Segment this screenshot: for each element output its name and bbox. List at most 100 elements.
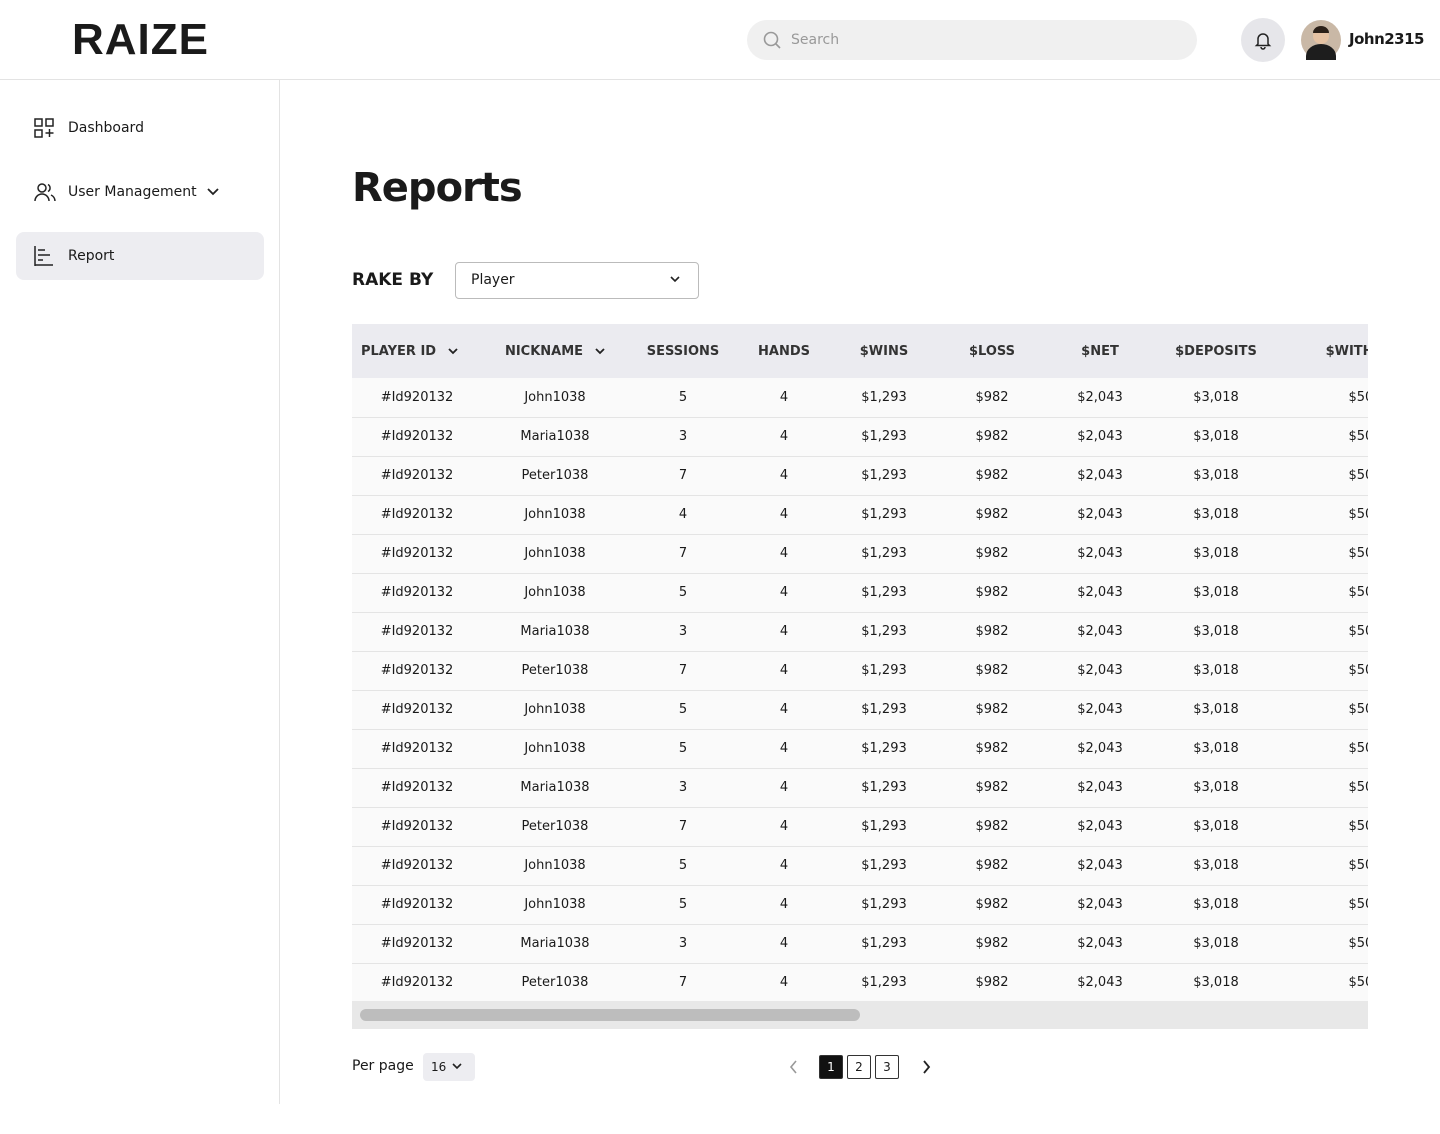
table-cell: $982 [938,495,1046,535]
column-header[interactable]: PLAYER ID [352,324,482,378]
table-cell: $3,018 [1154,846,1278,886]
table-cell: $982 [938,612,1046,652]
next-page[interactable] [921,1060,931,1074]
table-cell: $1,293 [830,690,938,730]
table-cell: $3,018 [1154,378,1278,418]
table-cell: Peter1038 [482,807,628,847]
search-icon [763,31,781,49]
table-cell: $501 [1278,378,1368,418]
table-body: #Id920132 John1038 5 4 $1,293 $982 $2,043 $3,01… [352,378,1368,1003]
table-cell: 4 [738,846,830,886]
table-cell: $501 [1278,885,1368,925]
nav-label: Dashboard [68,120,144,136]
table-cell: $982 [938,573,1046,613]
chevron [670,276,680,283]
scrollbar[interactable] [352,1001,1368,1029]
table-cell: #Id920132 [352,924,482,964]
column-header-text: $LOSS [968,343,1016,359]
table-cell: #Id920132 [352,378,482,418]
table-cell: 4 [738,456,830,496]
table-cell: $982 [938,378,1046,418]
table-cell: 4 [738,924,830,964]
table-row: #Id920132 Maria1038 3 4 $1,293 $982 $2,043 $3,0… [352,612,1368,652]
logo[interactable]: RAIZE [72,15,209,64]
prev-page[interactable] [789,1060,799,1074]
table-cell: #Id920132 [352,495,482,535]
table-cell: $3,018 [1154,885,1278,925]
table-cell: $982 [938,729,1046,769]
table-cell: $501 [1278,690,1368,730]
column-header-text: PLAYER ID [361,343,437,359]
page-button[interactable]: 1 [819,1055,843,1079]
rake-by-label: RAKE BY [352,270,434,290]
table-cell: $1,293 [830,534,938,574]
column-header: $LOSS [938,324,1046,378]
table-cell: $982 [938,417,1046,457]
sort-icon[interactable] [595,347,605,355]
table-cell: 3 [628,768,738,808]
table-cell: 4 [738,495,830,535]
table-cell: $2,043 [1046,729,1154,769]
per-page-value: 16 [431,1060,447,1074]
column-header: SESSIONS [628,324,738,378]
top-bar: RAIZE Search John2315 [0,0,1440,80]
table-cell: $1,293 [830,768,938,808]
table-cell: $501 [1278,417,1368,457]
table-cell: 7 [628,456,738,496]
nav-item[interactable]: Dashboard [16,104,264,152]
nav-item[interactable]: Report [16,232,264,280]
table-cell: $982 [938,924,1046,964]
rake-by-select[interactable]: Player [455,262,699,299]
table-cell: John1038 [482,885,628,925]
table-cell: 4 [738,651,830,691]
table-cell: 3 [628,417,738,457]
table-cell: John1038 [482,534,628,574]
table-cell: $501 [1278,456,1368,496]
table-cell: $2,043 [1046,690,1154,730]
table-cell: 4 [738,729,830,769]
avatar[interactable] [1301,20,1341,60]
table-row: #Id920132 Maria1038 3 4 $1,293 $982 $2,043 $3,0… [352,768,1368,808]
table-row: #Id920132 Peter1038 7 4 $1,293 $982 $2,043 $3,0… [352,963,1368,1003]
table-cell: 5 [628,885,738,925]
column-header: $WINS [830,324,938,378]
table-cell: $3,018 [1154,963,1278,1003]
per-page-select[interactable]: 16 [423,1053,475,1081]
nav-item[interactable]: User Management [16,168,264,216]
table-row: #Id920132 Maria1038 3 4 $1,293 $982 $2,043 $3,0… [352,417,1368,457]
table-cell: $2,043 [1046,456,1154,496]
table-cell: John1038 [482,690,628,730]
users-icon [34,183,56,202]
table-cell: John1038 [482,378,628,418]
table-cell: $2,043 [1046,651,1154,691]
chevron [207,188,219,196]
column-header[interactable]: NICKNAME [482,324,628,378]
table-cell: $2,043 [1046,924,1154,964]
page-button[interactable]: 3 [875,1055,899,1079]
table-row: #Id920132 John1038 4 4 $1,293 $982 $2,043 $3,01… [352,495,1368,535]
page-button[interactable]: 2 [847,1055,871,1079]
table-cell: 4 [738,573,830,613]
table-cell: $501 [1278,963,1368,1003]
table-cell: $1,293 [830,456,938,496]
search-box[interactable]: Search [747,20,1197,60]
column-header-text: HANDS [758,343,810,359]
table-cell: 4 [738,612,830,652]
column-header: $DEPOSITS [1154,324,1278,378]
table-cell: $2,043 [1046,846,1154,886]
table-cell: $1,293 [830,612,938,652]
sort-icon[interactable] [448,347,458,355]
notifications-button[interactable] [1241,18,1285,62]
table-cell: Maria1038 [482,924,628,964]
table-cell: 4 [628,495,738,535]
scroll-thumb[interactable] [360,1009,860,1021]
table-row: #Id920132 John1038 5 4 $1,293 $982 $2,043 $3,01… [352,846,1368,886]
table-cell: $3,018 [1154,651,1278,691]
table-row: #Id920132 John1038 5 4 $1,293 $982 $2,043 $3,01… [352,690,1368,730]
report-icon [34,246,53,266]
table-cell: John1038 [482,729,628,769]
table-cell: 4 [738,417,830,457]
username[interactable]: John2315 [1349,30,1425,48]
